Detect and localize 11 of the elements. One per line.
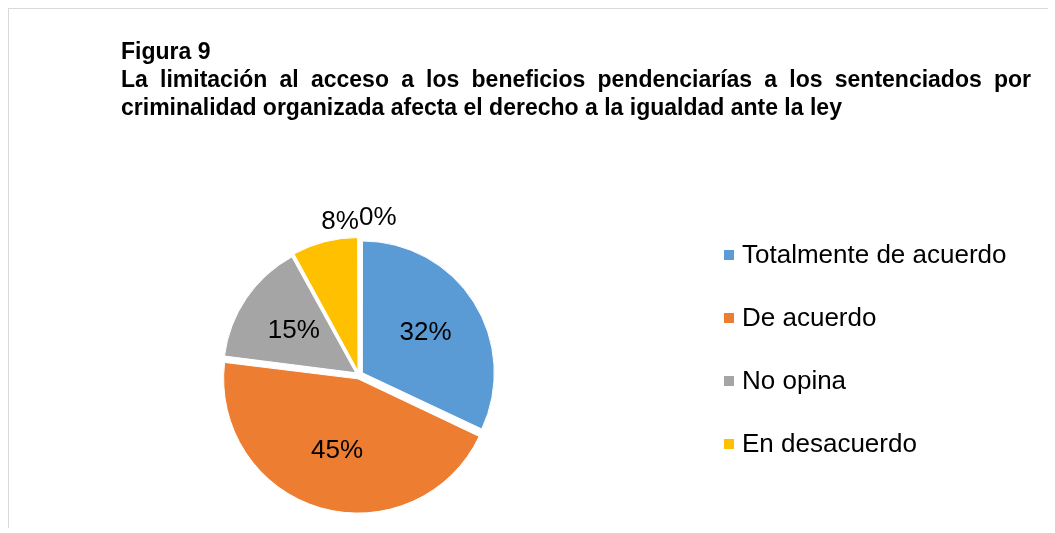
data-label: 15% xyxy=(267,313,320,344)
chart-title: Figura 9 xyxy=(121,37,212,65)
legend-label: Totalmente de acuerdo xyxy=(742,239,1007,270)
data-label: 8% xyxy=(321,205,359,236)
legend-label: De acuerdo xyxy=(742,302,877,333)
chart-subtitle: La limitación al acceso a los beneficios pendenciarías a los sentenciados por criminalidad organizada afecta el derecho a la igualdad ante la ley xyxy=(121,65,1031,121)
legend-label: No opina xyxy=(742,365,847,396)
legend-label: En desacuerdo xyxy=(742,428,917,459)
data-label: 32% xyxy=(399,315,452,346)
data-label: 45% xyxy=(310,433,364,464)
text: 0% xyxy=(359,200,397,231)
